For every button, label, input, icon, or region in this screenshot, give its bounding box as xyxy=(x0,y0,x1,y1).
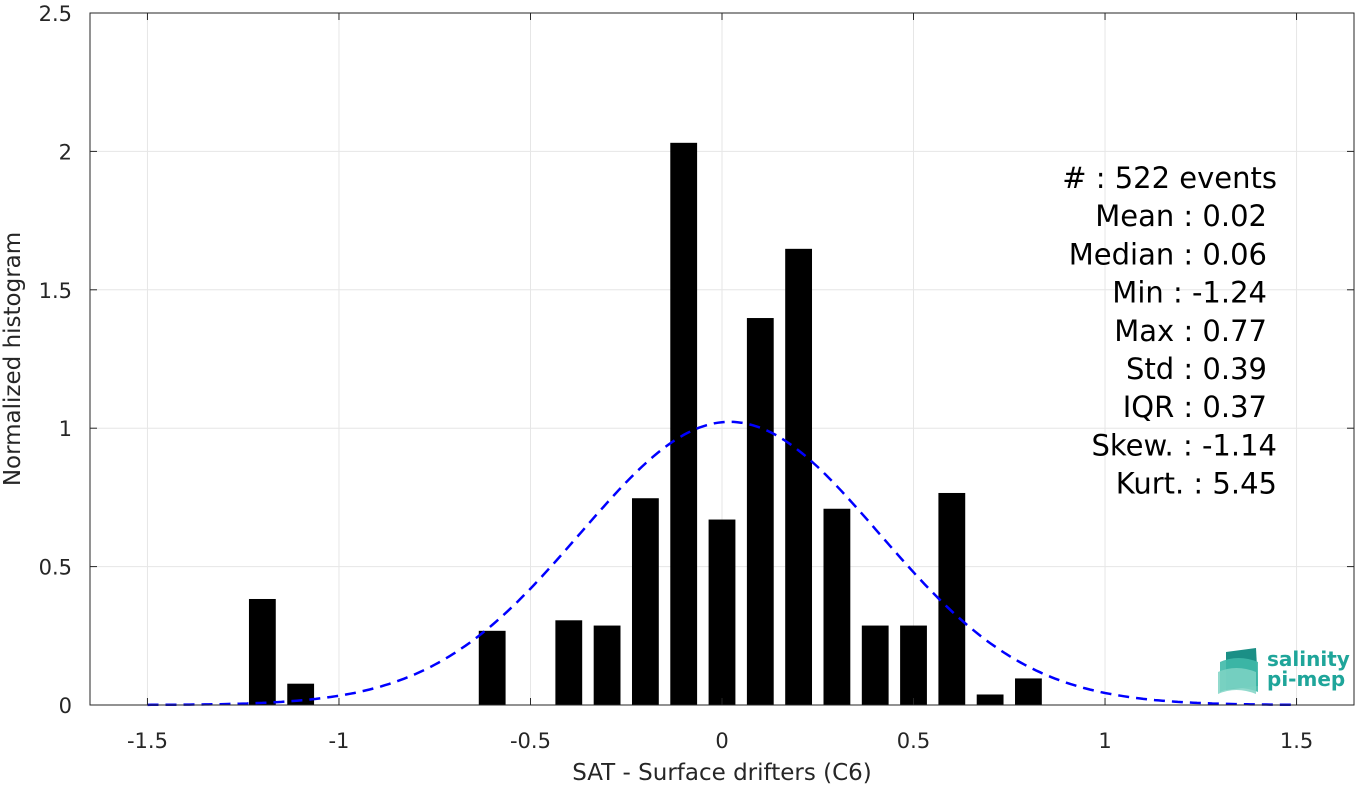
histogram-bar xyxy=(785,248,813,705)
histogram-bar xyxy=(1015,678,1042,705)
stats-line: Min : -1.24 xyxy=(1112,276,1267,310)
logo-text-line1: salinity xyxy=(1267,647,1350,671)
stats-line: Std : 0.39 xyxy=(1126,352,1267,386)
x-tick-label: 0.5 xyxy=(897,729,930,753)
x-axis-title: SAT - Surface drifters (C6) xyxy=(572,760,872,785)
histogram-bar xyxy=(938,492,966,705)
logo-text-line2: pi-mep xyxy=(1267,667,1345,691)
histogram-bar xyxy=(555,620,583,705)
y-tick-label: 1.5 xyxy=(39,279,72,303)
y-axis-title: Normalized histogram xyxy=(0,232,26,486)
x-tick-label: -0.5 xyxy=(510,729,551,753)
stats-line: Median : 0.06 xyxy=(1069,237,1267,271)
x-tick-label: 1 xyxy=(1098,729,1111,753)
x-tick-label: 0 xyxy=(715,729,728,753)
stats-box: # : 522 events Mean : 0.02 Median : 0.06 Mi… xyxy=(1062,161,1277,501)
stats-line: Mean : 0.02 xyxy=(1095,199,1267,233)
stats-line: IQR : 0.37 xyxy=(1123,390,1267,424)
histogram-bar xyxy=(900,625,927,705)
histogram-bar xyxy=(823,508,851,705)
histogram-bar xyxy=(287,683,315,705)
histogram-bar xyxy=(478,630,506,705)
bars xyxy=(248,142,1042,705)
histogram-bar xyxy=(248,598,276,705)
normal-fit xyxy=(147,420,1297,707)
stats-line: Skew. : -1.14 xyxy=(1091,428,1277,462)
histogram-bar xyxy=(746,318,774,705)
stats-line: # : 522 events xyxy=(1062,161,1277,195)
salinity-wave-logo-icon xyxy=(1218,648,1258,694)
stats-line: Max : 0.77 xyxy=(1114,314,1267,348)
axis-ticks: -1.5 -1 -0.5 0 0.5 1 1.5 0 0.5 1 1.5 2 2.5 xyxy=(39,2,1354,753)
normal-fit-curve xyxy=(147,420,1297,707)
y-tick-label: 0.5 xyxy=(39,556,72,580)
x-tick-label: 1.5 xyxy=(1280,729,1313,753)
histogram-bar xyxy=(861,625,889,705)
y-tick-label: 0 xyxy=(59,694,72,718)
histogram-bar xyxy=(670,142,698,705)
histogram-bar xyxy=(593,625,621,705)
histogram-bar xyxy=(708,519,736,705)
y-tick-label: 2.5 xyxy=(39,2,72,26)
y-tick-label: 1 xyxy=(59,417,72,441)
x-tick-label: -1 xyxy=(328,729,349,753)
histogram-bar xyxy=(976,694,1004,705)
stats-line: Kurt. : 5.45 xyxy=(1116,467,1277,501)
salinity-pi-mep-logo: salinity pi-mep xyxy=(1218,647,1350,694)
histogram-bar xyxy=(631,498,659,705)
x-tick-label: -1.5 xyxy=(127,729,168,753)
y-tick-label: 2 xyxy=(59,140,72,164)
